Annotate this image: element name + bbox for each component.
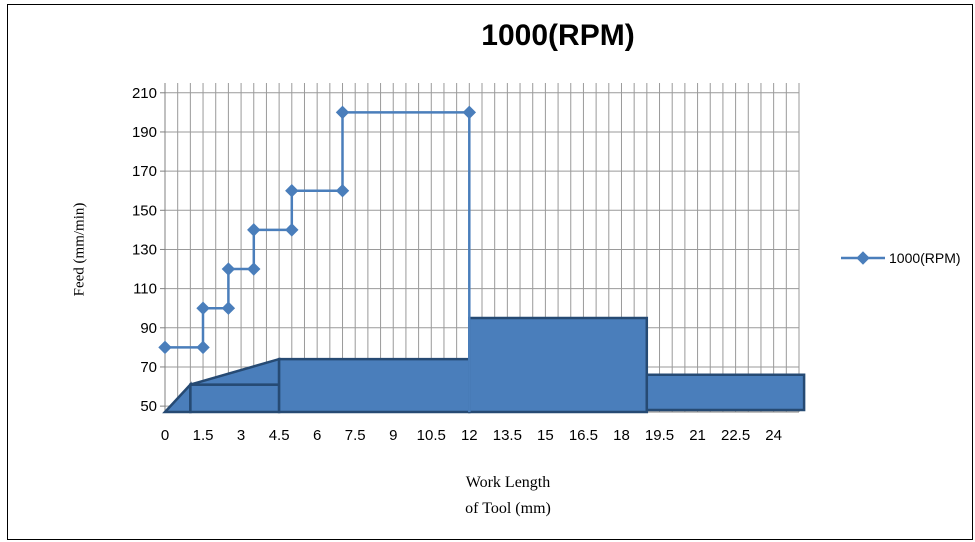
chart-title: 1000(RPM) (481, 19, 635, 52)
x-axis-label-line-1: Work Length (465, 474, 551, 491)
x-tick-label: 15 (537, 427, 554, 444)
x-tick-label: 21 (689, 427, 706, 444)
series-marker (285, 184, 299, 198)
x-tick-label: 19.5 (645, 427, 674, 444)
tool-profile-segment (189, 383, 281, 414)
tool-profile-segment (468, 316, 649, 414)
legend-label: 1000(RPM) (889, 250, 961, 266)
plot-area: 50 70 90 110 130 150 170 190 210 0 1.5 3 4.5 6 7.5 9 10.… (132, 83, 961, 444)
series-marker (335, 105, 350, 120)
y-tick-label: 170 (132, 163, 157, 180)
series-marker (221, 262, 236, 276)
y-tick-label: 70 (140, 359, 157, 376)
y-tick-label: 150 (132, 202, 157, 219)
x-tick-label: 9 (389, 427, 397, 444)
x-tick-label: 4.5 (269, 427, 290, 444)
tool-profile-segment (190, 357, 281, 386)
series-marker (247, 223, 261, 237)
x-tick-label: 3 (237, 427, 245, 444)
y-tick-label: 130 (132, 241, 157, 258)
y-tick-label: 50 (140, 398, 157, 415)
legend-marker (856, 251, 870, 265)
tool-profile-segment (645, 373, 806, 412)
series-marker (196, 301, 210, 315)
series-marker (285, 223, 299, 237)
series-marker (196, 340, 210, 355)
series-marker (247, 262, 261, 276)
series-marker (221, 301, 236, 315)
x-tick-label: 22.5 (721, 427, 750, 444)
x-tick-label: 7.5 (345, 427, 366, 444)
y-tick-label: 210 (132, 85, 157, 102)
x-axis-label-line-2: of Tool (mm) (465, 500, 551, 517)
chart-frame: 1000(RPM) Feed (mm/min) Work Length of T… (7, 4, 973, 540)
x-tick-label: 0 (161, 427, 169, 444)
series-marker (158, 340, 172, 355)
x-tick-label: 24 (765, 427, 782, 444)
x-tick-label: 18 (613, 427, 630, 444)
tool-profile-segment (277, 357, 471, 414)
x-axis-label: Work Length of Tool (mm) (428, 470, 588, 522)
x-tick-label: 6 (313, 427, 321, 444)
y-tick-label: 110 (133, 281, 157, 298)
x-tick-label: 12 (461, 427, 478, 444)
x-tick-label: 10.5 (417, 427, 446, 444)
y-tick-label: 190 (132, 124, 157, 141)
x-tick-label: 16.5 (569, 427, 598, 444)
x-tick-label: 1.5 (193, 427, 214, 444)
x-tick-label: 13.5 (493, 427, 522, 444)
series-marker (462, 105, 477, 120)
series-marker (335, 184, 350, 198)
y-tick-label: 90 (140, 320, 157, 337)
